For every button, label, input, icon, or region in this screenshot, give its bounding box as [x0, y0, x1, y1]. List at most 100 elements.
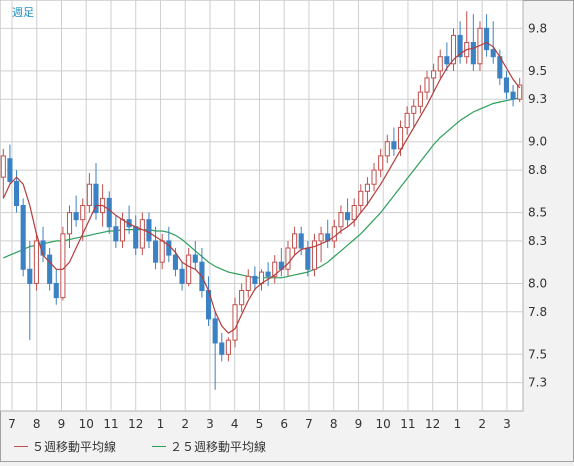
candle-body	[20, 205, 26, 270]
x-axis-ticks: 7 8 9 10 11 12 1 2 3 4 5 6 7 8 9 10 11 12 1 2 3	[8, 417, 511, 431]
candle-body	[391, 141, 397, 150]
candle-body	[305, 247, 311, 270]
candle-body	[166, 240, 172, 256]
candle-body	[345, 212, 351, 221]
candle-body	[179, 268, 185, 284]
y-tick-label: 8.0	[528, 276, 547, 290]
y-tick-label: 9.3	[528, 92, 547, 106]
candle-body	[53, 282, 59, 299]
ma25-legend-swatch	[152, 445, 166, 447]
candle-body	[66, 212, 73, 235]
candle-body	[113, 226, 119, 242]
candle-body	[252, 275, 258, 284]
candle-body	[510, 91, 516, 100]
candle-body	[331, 226, 337, 242]
x-tick-label: 1	[454, 417, 462, 431]
candle-body	[258, 271, 265, 284]
candle-body	[86, 183, 92, 206]
x-tick-label: 12	[425, 417, 440, 431]
ma5-legend-swatch	[14, 445, 28, 447]
candle-body	[411, 105, 417, 114]
candle-body	[139, 219, 145, 249]
candle-body	[245, 275, 251, 292]
candle-body	[298, 233, 304, 249]
legend-item-ma5: ５週移動平均線	[14, 436, 116, 456]
legend-label-ma5: ５週移動平均線	[32, 439, 117, 454]
period-label: 週足	[12, 6, 34, 19]
candle-body	[384, 141, 390, 157]
candle-body	[417, 91, 423, 107]
candle-body	[7, 158, 13, 182]
candle-body	[450, 34, 457, 65]
candle-body	[192, 254, 198, 263]
x-tick-label: 3	[503, 417, 511, 431]
candle-body	[13, 180, 20, 206]
x-tick-label: 1	[157, 417, 165, 431]
candle-body	[33, 240, 39, 284]
candle-body	[431, 70, 437, 79]
candle-body	[186, 254, 192, 284]
x-tick-label: 2	[181, 417, 189, 431]
candle-body	[285, 247, 291, 270]
x-tick-label: 3	[206, 417, 214, 431]
candle-body	[119, 219, 126, 242]
x-tick-label: 11	[400, 417, 415, 431]
candles	[0, 11, 523, 390]
x-tick-label: 12	[128, 417, 143, 431]
y-tick-label: 8.5	[528, 206, 547, 220]
x-tick-label: 11	[103, 417, 118, 431]
candle-body	[444, 56, 450, 65]
candle-body	[265, 271, 271, 277]
x-tick-label: 9	[58, 417, 66, 431]
legend-label-ma25: ２５週移動平均線	[170, 439, 267, 454]
legend-item-ma25: ２５週移動平均線	[152, 436, 266, 456]
candle-body	[424, 77, 430, 93]
candle-body	[93, 183, 99, 214]
candle-body	[0, 155, 6, 178]
candle-body	[311, 240, 318, 270]
x-tick-label: 8	[330, 417, 338, 431]
x-tick-label: 7	[305, 417, 313, 431]
candle-body	[490, 49, 496, 58]
y-tick-label: 8.8	[528, 163, 547, 177]
candle-body	[232, 304, 238, 341]
candle-body	[503, 77, 510, 93]
grid-lines	[0, 0, 523, 411]
x-tick-label: 10	[79, 417, 94, 431]
candle-body	[225, 339, 231, 355]
candle-body	[484, 27, 490, 51]
candle-body	[172, 254, 178, 270]
candle-body	[73, 212, 79, 221]
candle-body	[351, 205, 357, 221]
y-tick-label: 7.8	[528, 305, 547, 319]
candle-body	[470, 42, 476, 65]
x-tick-label: 8	[33, 417, 41, 431]
candle-body	[40, 240, 46, 256]
x-tick-label: 10	[376, 417, 391, 431]
candle-body	[146, 219, 152, 242]
y-tick-label: 9.8	[528, 21, 547, 35]
y-axis-ticks: 7.3 7.5 7.8 8.0 8.3 8.5 8.8 9.0 9.3 9.5 9.8	[528, 21, 547, 389]
y-tick-label: 9.5	[528, 64, 547, 78]
ma5-series	[2, 41, 521, 334]
y-tick-label: 7.3	[528, 376, 547, 390]
x-tick-label: 9	[355, 417, 363, 431]
x-tick-label: 7	[8, 417, 16, 431]
candle-body	[60, 233, 66, 299]
candle-body	[292, 233, 298, 249]
y-tick-label: 9.0	[528, 135, 547, 149]
candle-body	[239, 290, 245, 306]
x-tick-label: 4	[231, 417, 239, 431]
candle-body	[159, 240, 165, 263]
candle-body	[80, 205, 86, 221]
candle-body	[371, 169, 377, 185]
candle-body	[378, 155, 384, 171]
candle-body	[404, 112, 410, 129]
x-tick-label: 5	[256, 417, 264, 431]
y-tick-label: 8.3	[528, 234, 547, 248]
candle-body	[272, 261, 278, 277]
candle-body	[397, 127, 404, 150]
candle-body	[358, 190, 364, 207]
